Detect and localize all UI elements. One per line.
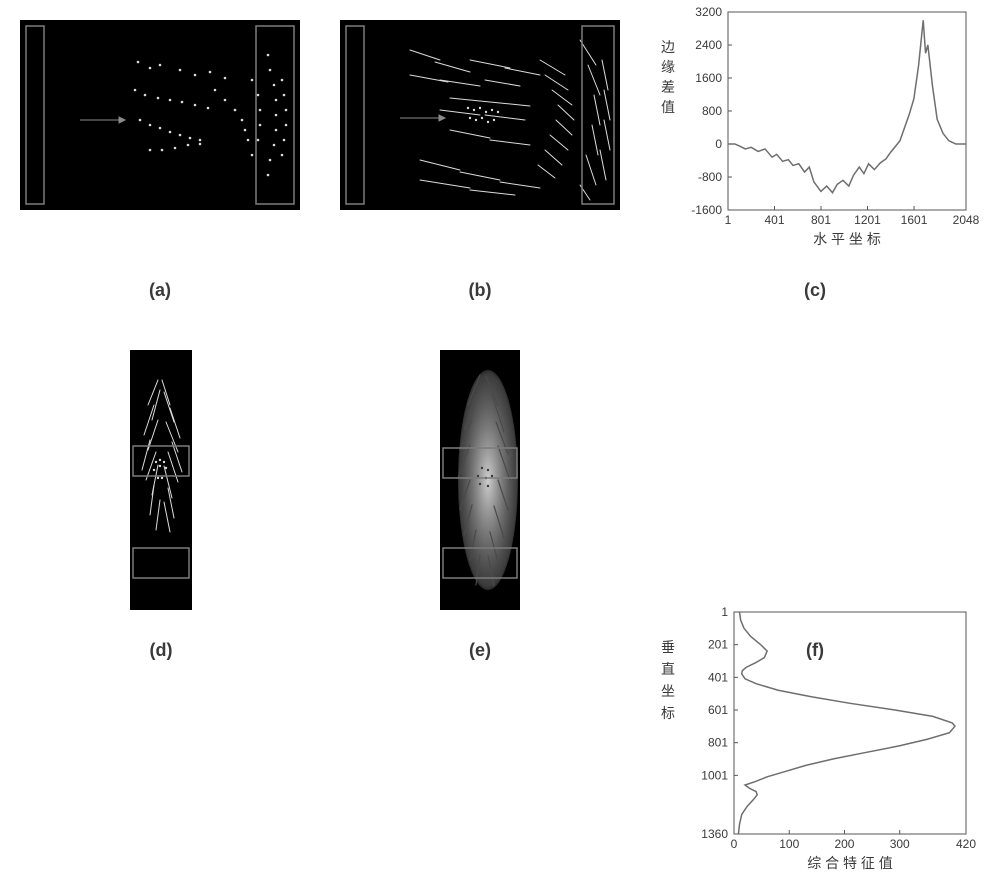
svg-text:直: 直 xyxy=(661,661,675,677)
svg-text:1601: 1601 xyxy=(901,213,928,227)
svg-text:801: 801 xyxy=(811,213,831,227)
svg-text:坐: 坐 xyxy=(661,683,675,699)
panel-e xyxy=(440,350,520,610)
svg-text:缘: 缘 xyxy=(661,59,675,75)
caption-f: (f) xyxy=(795,640,835,661)
svg-text:2400: 2400 xyxy=(695,38,722,52)
svg-text:水 平 坐 标: 水 平 坐 标 xyxy=(813,231,881,247)
svg-text:1: 1 xyxy=(725,213,732,227)
svg-text:1360: 1360 xyxy=(701,827,728,841)
svg-text:1: 1 xyxy=(721,605,728,619)
caption-e: (e) xyxy=(460,640,500,661)
svg-text:标: 标 xyxy=(661,705,675,721)
svg-text:1201: 1201 xyxy=(854,213,881,227)
caption-c: (c) xyxy=(795,280,835,301)
panel-d xyxy=(130,350,192,610)
svg-text:300: 300 xyxy=(890,837,910,851)
caption-b: (b) xyxy=(460,280,500,301)
svg-text:420: 420 xyxy=(956,837,976,851)
svg-text:0: 0 xyxy=(715,137,722,151)
svg-text:100: 100 xyxy=(779,837,799,851)
caption-d: (d) xyxy=(141,640,181,661)
svg-text:-800: -800 xyxy=(698,170,722,184)
caption-a: (a) xyxy=(140,280,180,301)
svg-text:差: 差 xyxy=(661,79,675,95)
svg-text:边: 边 xyxy=(661,39,675,55)
svg-text:401: 401 xyxy=(764,213,784,227)
panel-a xyxy=(20,20,300,210)
svg-text:201: 201 xyxy=(708,638,728,652)
svg-text:综 合 特 征 值: 综 合 特 征 值 xyxy=(807,855,893,871)
svg-text:-1600: -1600 xyxy=(691,203,722,217)
svg-text:200: 200 xyxy=(834,837,854,851)
svg-text:601: 601 xyxy=(708,703,728,717)
svg-text:0: 0 xyxy=(731,837,738,851)
svg-text:1001: 1001 xyxy=(701,768,728,782)
svg-text:801: 801 xyxy=(708,736,728,750)
svg-text:1600: 1600 xyxy=(695,71,722,85)
svg-text:800: 800 xyxy=(702,104,722,118)
panel-b xyxy=(340,20,620,210)
svg-text:401: 401 xyxy=(708,670,728,684)
svg-text:值: 值 xyxy=(661,99,675,115)
svg-text:2048: 2048 xyxy=(953,213,980,227)
chart-c: -1600 -800 0 800 1600 2400 3200 1 401 801 1201 1601… xyxy=(650,0,980,260)
svg-text:垂: 垂 xyxy=(661,639,675,655)
svg-text:3200: 3200 xyxy=(695,5,722,19)
